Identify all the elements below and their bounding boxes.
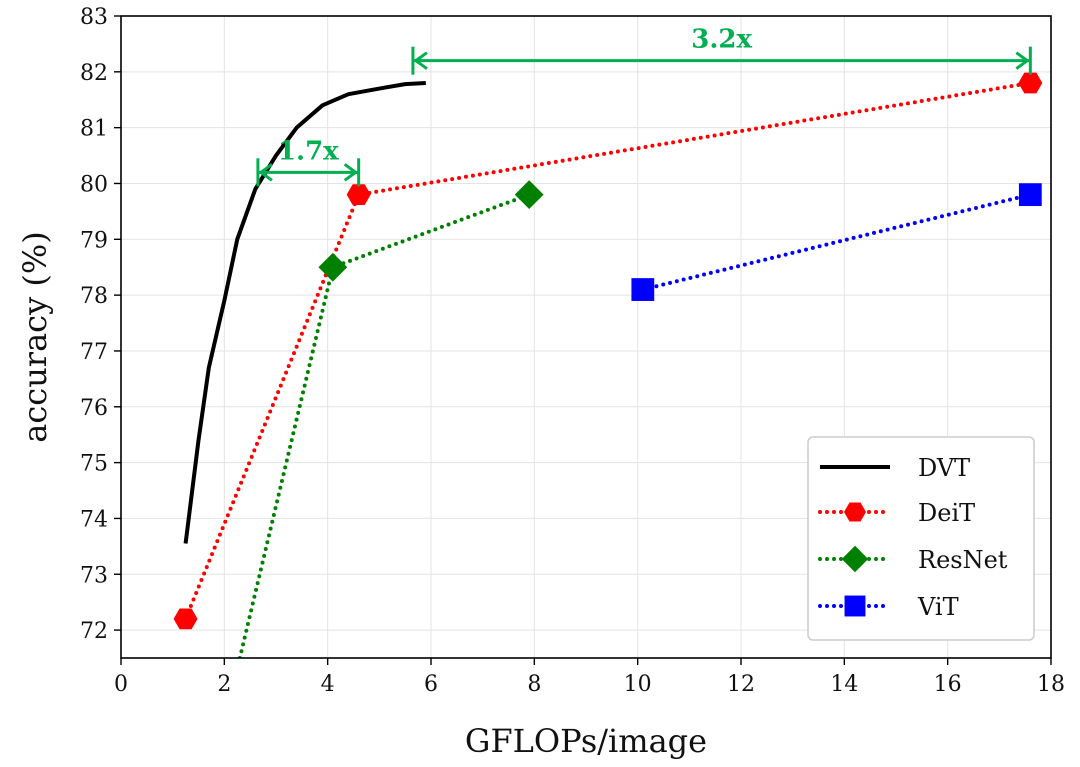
y-tick-label: 77	[80, 340, 108, 365]
x-tick-label: 0	[114, 672, 128, 697]
legend-label-resnet: ResNet	[918, 546, 1008, 574]
y-tick-label: 82	[80, 61, 108, 86]
data-point-vit	[1018, 183, 1042, 207]
x-tick-label: 18	[1037, 672, 1065, 697]
y-tick-label: 78	[80, 284, 108, 309]
marker-layer	[173, 72, 1043, 630]
x-tick-label: 4	[321, 672, 335, 697]
annotation-label: 3.2x	[691, 25, 752, 55]
legend-label-deit: DeiT	[918, 499, 975, 527]
legend: DVT DeiT ResNet ViT	[807, 436, 1035, 641]
annotation-speedup-1: 1.7x	[256, 136, 361, 187]
ticks: 0 2 4 6 8 10 12 14 16 18 72 73 74 75 76 77 78 79 80 81 82 83	[80, 5, 1065, 697]
legend-marker-resnet	[841, 545, 869, 573]
data-point-resnet	[514, 180, 544, 210]
annotation-arrowhead-right	[1015, 51, 1030, 70]
annotation-speedup-2: 3.2x	[411, 25, 1032, 75]
x-tick-label: 16	[934, 672, 962, 697]
series-layer	[183, 80, 1033, 658]
y-tick-label: 76	[80, 396, 108, 421]
legend-label-dvt: DVT	[918, 454, 970, 482]
y-tick-label: 72	[80, 619, 108, 644]
y-tick-label: 83	[80, 5, 108, 30]
annotation-arrowhead-left	[413, 51, 428, 70]
y-tick-label: 73	[80, 563, 108, 588]
y-tick-label: 81	[80, 117, 108, 142]
series-line-dvt	[183, 80, 426, 544]
annotation-layer: 1.7x 3.2x	[256, 25, 1032, 187]
x-tick-label: 2	[217, 672, 231, 697]
x-axis-title: GFLOPs/image	[465, 722, 707, 760]
legend-label-vit: ViT	[917, 593, 959, 621]
data-point-deit	[173, 608, 198, 630]
y-axis-title: accuracy (%)	[16, 231, 54, 442]
series-line-resnet	[237, 192, 532, 658]
series-line-deit	[183, 80, 1033, 621]
y-tick-label: 79	[80, 228, 108, 253]
x-tick-label: 8	[527, 672, 541, 697]
y-tick-label: 80	[80, 172, 108, 197]
data-point-resnet	[318, 252, 348, 282]
data-point-vit	[631, 278, 655, 301]
y-tick-label: 74	[80, 507, 108, 532]
x-tick-label: 14	[830, 672, 858, 697]
data-point-deit	[1018, 72, 1043, 94]
annotation-arrowhead-left	[258, 163, 273, 182]
x-tick-label: 6	[424, 672, 438, 697]
legend-marker-deit	[844, 502, 866, 522]
legend-marker-vit	[844, 595, 866, 617]
annotation-arrowhead-right	[343, 163, 359, 182]
plot-frame	[120, 15, 1052, 659]
annotation-label: 1.7x	[278, 136, 339, 166]
data-point-deit	[346, 184, 371, 206]
x-tick-label: 12	[727, 672, 755, 697]
legend-box	[807, 436, 1035, 641]
series-line-vit	[640, 192, 1033, 292]
x-tick-label: 10	[624, 672, 652, 697]
y-tick-label: 75	[80, 452, 108, 477]
